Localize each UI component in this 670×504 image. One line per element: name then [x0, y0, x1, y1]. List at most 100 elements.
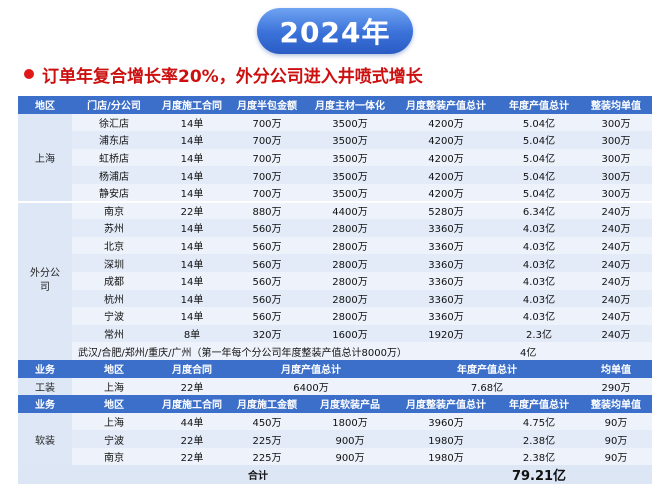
region-name: 宁波 [72, 430, 156, 448]
table-header-soft: 业务 地区 月度施工合同 月度施工金额 月度软装产品 月度整装产值总计 年度产值总计 整装均单… [18, 395, 652, 413]
monthly-main-material: 2800万 [306, 236, 394, 255]
monthly-contracts: 14单 [156, 166, 228, 184]
column-header: 整装均单值 [580, 395, 652, 413]
column-header: 月度产值总计 [228, 359, 394, 378]
monthly-total: 3360万 [394, 236, 498, 255]
monthly-main-material: 2800万 [306, 219, 394, 237]
monthly-half-package: 560万 [228, 236, 306, 255]
table-row: 常州 8单 320万 1600万 1920万 2.3亿 240万 [18, 324, 652, 343]
avg-order: 300万 [580, 183, 652, 202]
monthly-half-package: 560万 [228, 254, 306, 272]
column-header: 年度产值总计 [498, 96, 580, 114]
column-header: 月度施工合同 [156, 395, 228, 413]
monthly-contracts: 14单 [156, 219, 228, 237]
monthly-total: 4200万 [394, 131, 498, 149]
avg-order: 240万 [580, 219, 652, 237]
monthly-contracts: 14单 [156, 113, 228, 132]
column-header: 门店/分公司 [72, 96, 156, 114]
avg-order: 300万 [580, 148, 652, 167]
store-name: 宁波 [72, 307, 156, 325]
monthly-half-package: 700万 [228, 166, 306, 184]
column-header: 月度施工金额 [228, 395, 306, 413]
total-label: 合计 [18, 465, 498, 485]
table-row: 上海 徐汇店 14单 700万 3500万 4200万 5.04亿 300万 [18, 113, 652, 202]
monthly-total: 4200万 [394, 113, 498, 132]
store-name: 苏州 [72, 219, 156, 237]
monthly-contracts: 14单 [156, 271, 228, 290]
avg-order: 300万 [580, 166, 652, 184]
monthly-main-material: 2800万 [306, 289, 394, 308]
store-name: 虹桥店 [72, 148, 156, 167]
annual-total: 2.38亿 [498, 447, 580, 466]
store-name: 静安店 [72, 183, 156, 202]
region-name: 上海 [72, 377, 156, 396]
annual-total: 2.3亿 [498, 324, 580, 343]
table-row: 深圳 14单 560万 2800万 3360万 4.03亿 240万 [18, 254, 652, 272]
table-row: 宁波 22单 225万 900万 1980万 2.38亿 90万 [18, 430, 652, 448]
monthly-half-package: 560万 [228, 289, 306, 308]
table-row: 杭州 14单 560万 2800万 3360万 4.03亿 240万 [18, 289, 652, 308]
monthly-main-material: 2800万 [306, 307, 394, 325]
avg-order: 240万 [580, 254, 652, 272]
annual-total: 4.03亿 [498, 236, 580, 255]
monthly-half-package: 700万 [228, 183, 306, 202]
store-name: 南京 [72, 200, 156, 220]
annual-total: 5.04亿 [498, 131, 580, 149]
monthly-half-package: 320万 [228, 324, 306, 343]
avg-order: 90万 [580, 412, 652, 431]
avg-order: 90万 [580, 447, 652, 466]
monthly-main-material: 3500万 [306, 166, 394, 184]
store-name: 杨浦店 [72, 166, 156, 184]
monthly-contracts: 14单 [156, 148, 228, 167]
column-header: 月度整装产值总计 [394, 395, 498, 413]
monthly-contracts: 14单 [156, 307, 228, 325]
avg-order: 240万 [580, 271, 652, 290]
annual-total: 4.03亿 [498, 307, 580, 325]
table-row: 成都 14单 560万 2800万 3360万 4.03亿 240万 [18, 271, 652, 290]
avg-order: 300万 [580, 113, 652, 132]
column-header: 地区 [72, 395, 156, 413]
monthly-total: 1980万 [394, 430, 498, 448]
monthly-total: 6400万 [228, 377, 394, 396]
avg-order: 90万 [580, 430, 652, 448]
monthly-total: 5280万 [394, 200, 498, 220]
avg-order: 240万 [580, 324, 652, 343]
table-row: 虹桥店 14单 700万 3500万 4200万 5.04亿 300万 [18, 148, 652, 167]
avg-order: 300万 [580, 131, 652, 149]
total-value: 79.21亿 [498, 465, 580, 485]
monthly-total: 3360万 [394, 254, 498, 272]
column-header: 年度产值总计 [394, 359, 580, 378]
monthly-main-material: 3500万 [306, 113, 394, 132]
tooling-row: 工装 上海 22单 6400万 7.68亿 290万 [18, 377, 652, 396]
annual-total: 4.75亿 [498, 412, 580, 431]
table-row: 苏州 14单 560万 2800万 3360万 4.03亿 240万 [18, 219, 652, 237]
annual-total: 5.04亿 [498, 183, 580, 202]
store-name: 杭州 [72, 289, 156, 308]
monthly-half-package: 700万 [228, 131, 306, 149]
monthly-contracts: 14单 [156, 236, 228, 255]
table-row: 外分公司 南京 22单 880万 4400万 5280万 6.34亿 240万 [18, 200, 652, 360]
bullet-dot-icon [24, 69, 34, 79]
column-header: 业务 [18, 359, 72, 378]
table-header-stores: 地区 门店/分公司 月度施工合同 月度半包金额 月度主材一体化 月度整装产值总计 年度产值总… [18, 96, 652, 114]
monthly-main-material: 1600万 [306, 324, 394, 343]
year-badge: 2024年 [257, 8, 413, 54]
store-name: 常州 [72, 324, 156, 343]
store-name: 北京 [72, 236, 156, 255]
column-header: 年度产值总计 [498, 395, 580, 413]
region-name: 南京 [72, 447, 156, 466]
table-row: 软装 上海 44单 450万 1800万 3960万 4.75亿 90万 [18, 412, 652, 466]
first-year-note-row: 武汉/合肥/郑州/重庆/广州（第一年每个分公司年度整装产值总计8000万） 4亿 [18, 342, 652, 360]
monthly-contracts: 22单 [156, 430, 228, 448]
monthly-soft-products: 900万 [306, 447, 394, 466]
monthly-total: 1980万 [394, 447, 498, 466]
monthly-main-material: 4400万 [306, 200, 394, 220]
table-row: 宁波 14单 560万 2800万 3360万 4.03亿 240万 [18, 307, 652, 325]
column-header: 地区 [18, 96, 72, 114]
monthly-construction: 225万 [228, 447, 306, 466]
avg-order: 240万 [580, 200, 652, 220]
monthly-contracts: 14单 [156, 289, 228, 308]
column-header: 地区 [72, 359, 156, 378]
monthly-total: 3360万 [394, 307, 498, 325]
monthly-half-package: 880万 [228, 200, 306, 220]
